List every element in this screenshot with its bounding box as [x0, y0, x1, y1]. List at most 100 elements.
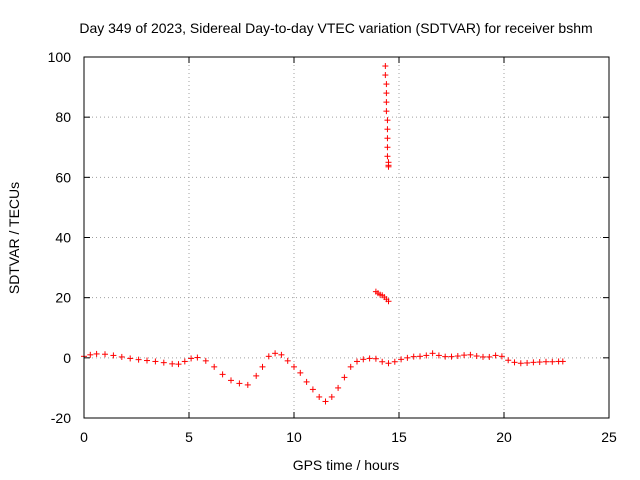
- y-tick-label: 0: [63, 350, 71, 366]
- data-point: [93, 350, 100, 357]
- data-point: [385, 298, 392, 305]
- data-point: [383, 108, 390, 115]
- data-point: [398, 356, 405, 363]
- data-point: [442, 353, 449, 360]
- data-point: [385, 163, 392, 170]
- data-point: [383, 90, 390, 97]
- data-point: [291, 363, 297, 370]
- data-point: [467, 351, 474, 358]
- data-point: [188, 355, 195, 362]
- y-tick-label: 100: [48, 49, 72, 65]
- data-point: [278, 351, 285, 358]
- data-point: [423, 352, 430, 359]
- data-point: [135, 356, 142, 363]
- data-point: [391, 358, 398, 365]
- data-point: [211, 363, 218, 370]
- axis-ticks: 0 5 10 15 20 25 -20 0 20 40 60 80 100: [48, 49, 617, 445]
- data-point: [382, 63, 389, 70]
- data-point: [102, 351, 108, 358]
- data-point: [228, 377, 234, 384]
- data-point: [454, 353, 461, 360]
- data-point: [498, 353, 505, 360]
- data-point: [435, 352, 442, 359]
- data-point: [384, 135, 391, 142]
- data-point: [384, 117, 391, 124]
- data-point: [480, 353, 486, 360]
- data-point: [341, 374, 348, 381]
- x-tick-label: 25: [601, 429, 617, 445]
- data-point: [322, 398, 329, 405]
- data-point: [87, 351, 94, 358]
- data-point: [429, 350, 436, 357]
- data-point: [461, 352, 468, 359]
- x-tick-label: 15: [391, 429, 407, 445]
- data-point: [536, 359, 543, 366]
- data-point: [511, 359, 518, 366]
- data-point: [559, 358, 566, 365]
- data-point: [505, 357, 512, 364]
- data-point: [303, 378, 310, 385]
- data-point: [152, 358, 159, 365]
- data-point: [517, 360, 524, 367]
- data-point: [530, 359, 537, 366]
- data-point: [265, 353, 272, 360]
- data-point: [372, 355, 379, 362]
- data-point: [354, 358, 360, 365]
- grid-lines: [84, 57, 609, 418]
- data-point: [417, 353, 423, 360]
- data-point: [194, 354, 201, 361]
- data-point: [383, 99, 390, 106]
- data-point: [360, 356, 367, 363]
- data-point: [382, 72, 389, 79]
- data-point: [383, 81, 390, 88]
- data-point: [118, 353, 125, 360]
- data-point: [379, 358, 386, 365]
- data-points: [81, 63, 566, 405]
- data-point: [347, 363, 354, 370]
- data-point: [253, 372, 260, 379]
- data-point: [244, 381, 251, 388]
- data-point: [448, 353, 455, 360]
- data-point: [328, 393, 335, 400]
- data-point: [524, 359, 531, 366]
- data-point: [160, 359, 167, 366]
- data-point: [384, 153, 391, 160]
- data-point: [385, 360, 392, 367]
- y-tick-label: 40: [55, 230, 71, 246]
- y-tick-label: 80: [55, 109, 71, 125]
- y-tick-label: 60: [55, 169, 71, 185]
- x-tick-label: 0: [80, 429, 88, 445]
- data-point: [110, 352, 117, 359]
- data-point: [202, 357, 209, 364]
- x-tick-label: 5: [185, 429, 193, 445]
- data-point: [259, 363, 266, 370]
- data-point: [404, 354, 411, 361]
- data-point: [236, 380, 243, 387]
- data-point: [127, 355, 134, 362]
- y-tick-label: -20: [51, 410, 71, 426]
- data-point: [384, 126, 391, 133]
- data-point: [144, 357, 150, 364]
- data-point: [316, 393, 323, 400]
- data-point: [543, 358, 549, 365]
- data-point: [492, 352, 499, 359]
- data-point: [384, 144, 391, 151]
- y-tick-label: 20: [55, 290, 71, 306]
- data-point: [549, 358, 556, 365]
- x-tick-label: 10: [286, 429, 302, 445]
- data-point: [473, 353, 480, 360]
- plot-frame: [83, 56, 610, 419]
- data-point: [169, 360, 176, 367]
- data-point: [335, 384, 342, 391]
- data-point: [219, 371, 226, 378]
- chart-title: Day 349 of 2023, Sidereal Day-to-day VTE…: [79, 20, 592, 36]
- data-point: [175, 361, 182, 368]
- y-axis-label: SDTVAR / TECUs: [6, 182, 22, 294]
- data-point: [297, 369, 304, 376]
- x-tick-label: 20: [496, 429, 512, 445]
- data-point: [366, 355, 373, 362]
- data-point: [181, 358, 188, 365]
- data-point: [486, 353, 493, 360]
- data-point: [284, 357, 291, 364]
